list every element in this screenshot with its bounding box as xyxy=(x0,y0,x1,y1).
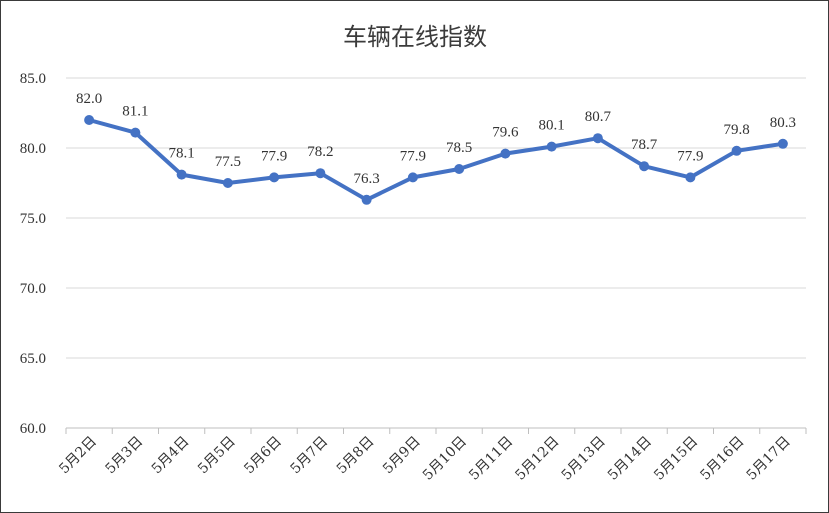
data-point xyxy=(361,194,372,205)
data-point xyxy=(315,168,326,179)
x-tick-label: 5月4日 xyxy=(149,434,193,478)
data-point xyxy=(731,145,742,156)
x-tick-label: 5月16日 xyxy=(697,434,747,484)
y-tick-label: 70.0 xyxy=(20,281,46,297)
x-tick-label: 5月13日 xyxy=(559,434,609,484)
data-labels: 82.0 81.1 78.1 77.5 77.9 78.2 76.3 77.9 78.5 79.6… xyxy=(76,91,796,187)
data-point xyxy=(130,127,141,138)
data-point xyxy=(592,133,603,144)
y-tick-label: 60.0 xyxy=(20,421,46,437)
data-point xyxy=(176,169,187,180)
data-label: 80.3 xyxy=(770,115,796,131)
x-tick-label: 5月17日 xyxy=(744,434,794,484)
x-tick-label: 5月8日 xyxy=(334,434,378,478)
data-point xyxy=(454,164,465,174)
data-point xyxy=(84,115,95,125)
data-label: 78.5 xyxy=(446,140,472,156)
data-label: 78.2 xyxy=(307,144,333,160)
data-label: 79.6 xyxy=(492,125,519,141)
data-point xyxy=(546,141,557,152)
x-tick-label: 5月15日 xyxy=(651,434,701,484)
x-tick-label: 5月3日 xyxy=(102,434,146,478)
x-tick-label: 5月2日 xyxy=(56,434,100,478)
data-label: 79.8 xyxy=(724,122,750,138)
data-point xyxy=(639,161,650,172)
data-point xyxy=(685,172,696,183)
data-point xyxy=(222,178,233,188)
x-tick-label: 5月10日 xyxy=(420,434,470,484)
x-tick-label: 5月6日 xyxy=(241,434,285,478)
data-label: 76.3 xyxy=(354,171,380,187)
y-tick-label: 75.0 xyxy=(20,211,46,227)
data-point xyxy=(777,138,788,149)
data-point xyxy=(500,148,511,159)
data-label: 77.5 xyxy=(215,154,241,170)
x-tick-label: 5月5日 xyxy=(195,434,239,478)
data-label: 78.7 xyxy=(631,137,658,153)
x-tick-label: 5月12日 xyxy=(512,434,562,484)
x-tick-label: 5月14日 xyxy=(605,434,655,484)
x-tick-label: 5月7日 xyxy=(287,434,331,478)
y-tick-label: 80.0 xyxy=(20,141,46,157)
x-axis-ticks: 5月2日 5月3日 5月4日 5月5日 5月6日 5月7日 5月8日 5月9日5月10日5月1… xyxy=(56,428,807,484)
series-layer xyxy=(84,115,788,205)
x-tick-label: 5月9日 xyxy=(380,434,424,478)
data-point xyxy=(407,172,418,183)
data-point xyxy=(269,172,280,183)
data-label: 77.9 xyxy=(677,148,703,164)
chart-title: 车辆在线指数 xyxy=(343,23,487,51)
y-tick-label: 85.0 xyxy=(20,71,46,87)
y-tick-label: 65.0 xyxy=(20,351,46,367)
series-line xyxy=(87,118,785,202)
data-label: 77.9 xyxy=(400,148,426,164)
y-axis-ticks: 60.0 65.0 70.0 75.0 80.0 85.0 xyxy=(20,71,46,437)
data-label: 81.1 xyxy=(122,104,148,120)
data-label: 77.9 xyxy=(261,148,287,164)
x-tick-label: 5月11日 xyxy=(466,434,516,484)
data-label: 80.1 xyxy=(539,118,565,134)
data-label: 78.1 xyxy=(169,146,195,162)
gridlines xyxy=(66,77,806,429)
data-label: 82.0 xyxy=(76,91,102,107)
data-label: 80.7 xyxy=(585,109,612,125)
